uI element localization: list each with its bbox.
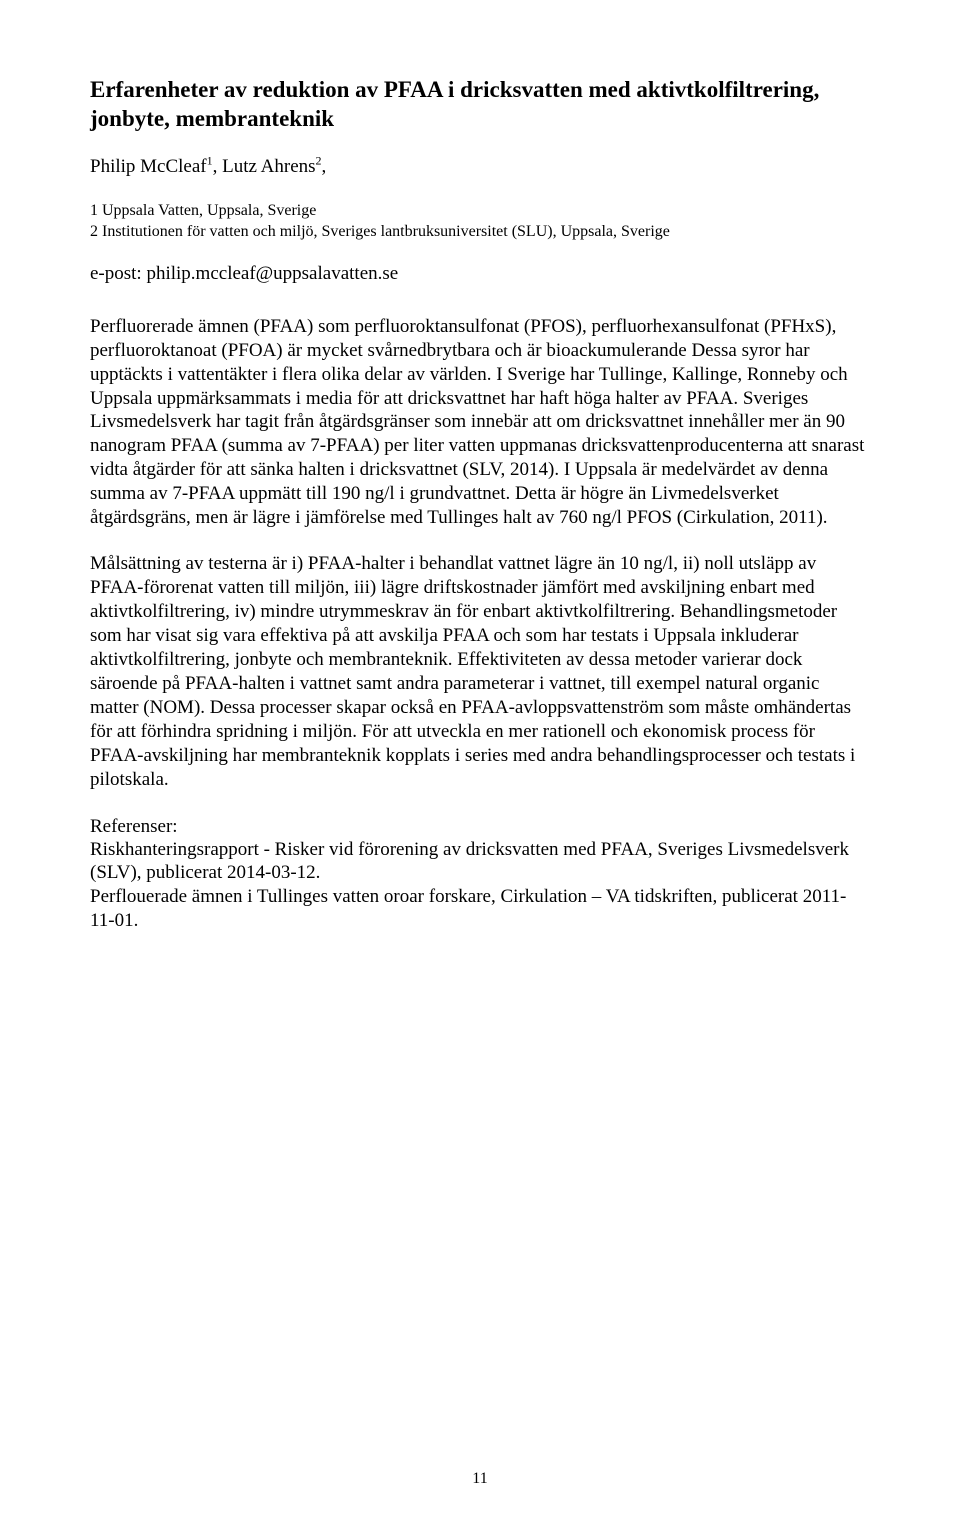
paragraph-2: Målsättning av testerna är i) PFAA-halte… — [90, 552, 870, 791]
page-number: 11 — [0, 1470, 960, 1488]
affiliation-1: 1 Uppsala Vatten, Uppsala, Sverige — [90, 200, 870, 222]
reference-2: Perflouerade ämnen i Tullinges vatten or… — [90, 885, 870, 933]
affiliations: 1 Uppsala Vatten, Uppsala, Sverige 2 Ins… — [90, 200, 870, 243]
reference-1: Riskhanteringsrapport - Risker vid föror… — [90, 838, 870, 886]
references-heading: Referenser: — [90, 816, 870, 838]
affiliation-2: 2 Institutionen för vatten och miljö, Sv… — [90, 221, 870, 243]
paragraph-1: Perfluorerade ämnen (PFAA) som perfluoro… — [90, 315, 870, 530]
contact-email-line: e-post: philip.mccleaf@uppsalavatten.se — [90, 263, 870, 285]
authors-line: Philip McCleaf1, Lutz Ahrens2, — [90, 156, 870, 178]
document-title: Erfarenheter av reduktion av PFAA i dric… — [90, 76, 870, 134]
